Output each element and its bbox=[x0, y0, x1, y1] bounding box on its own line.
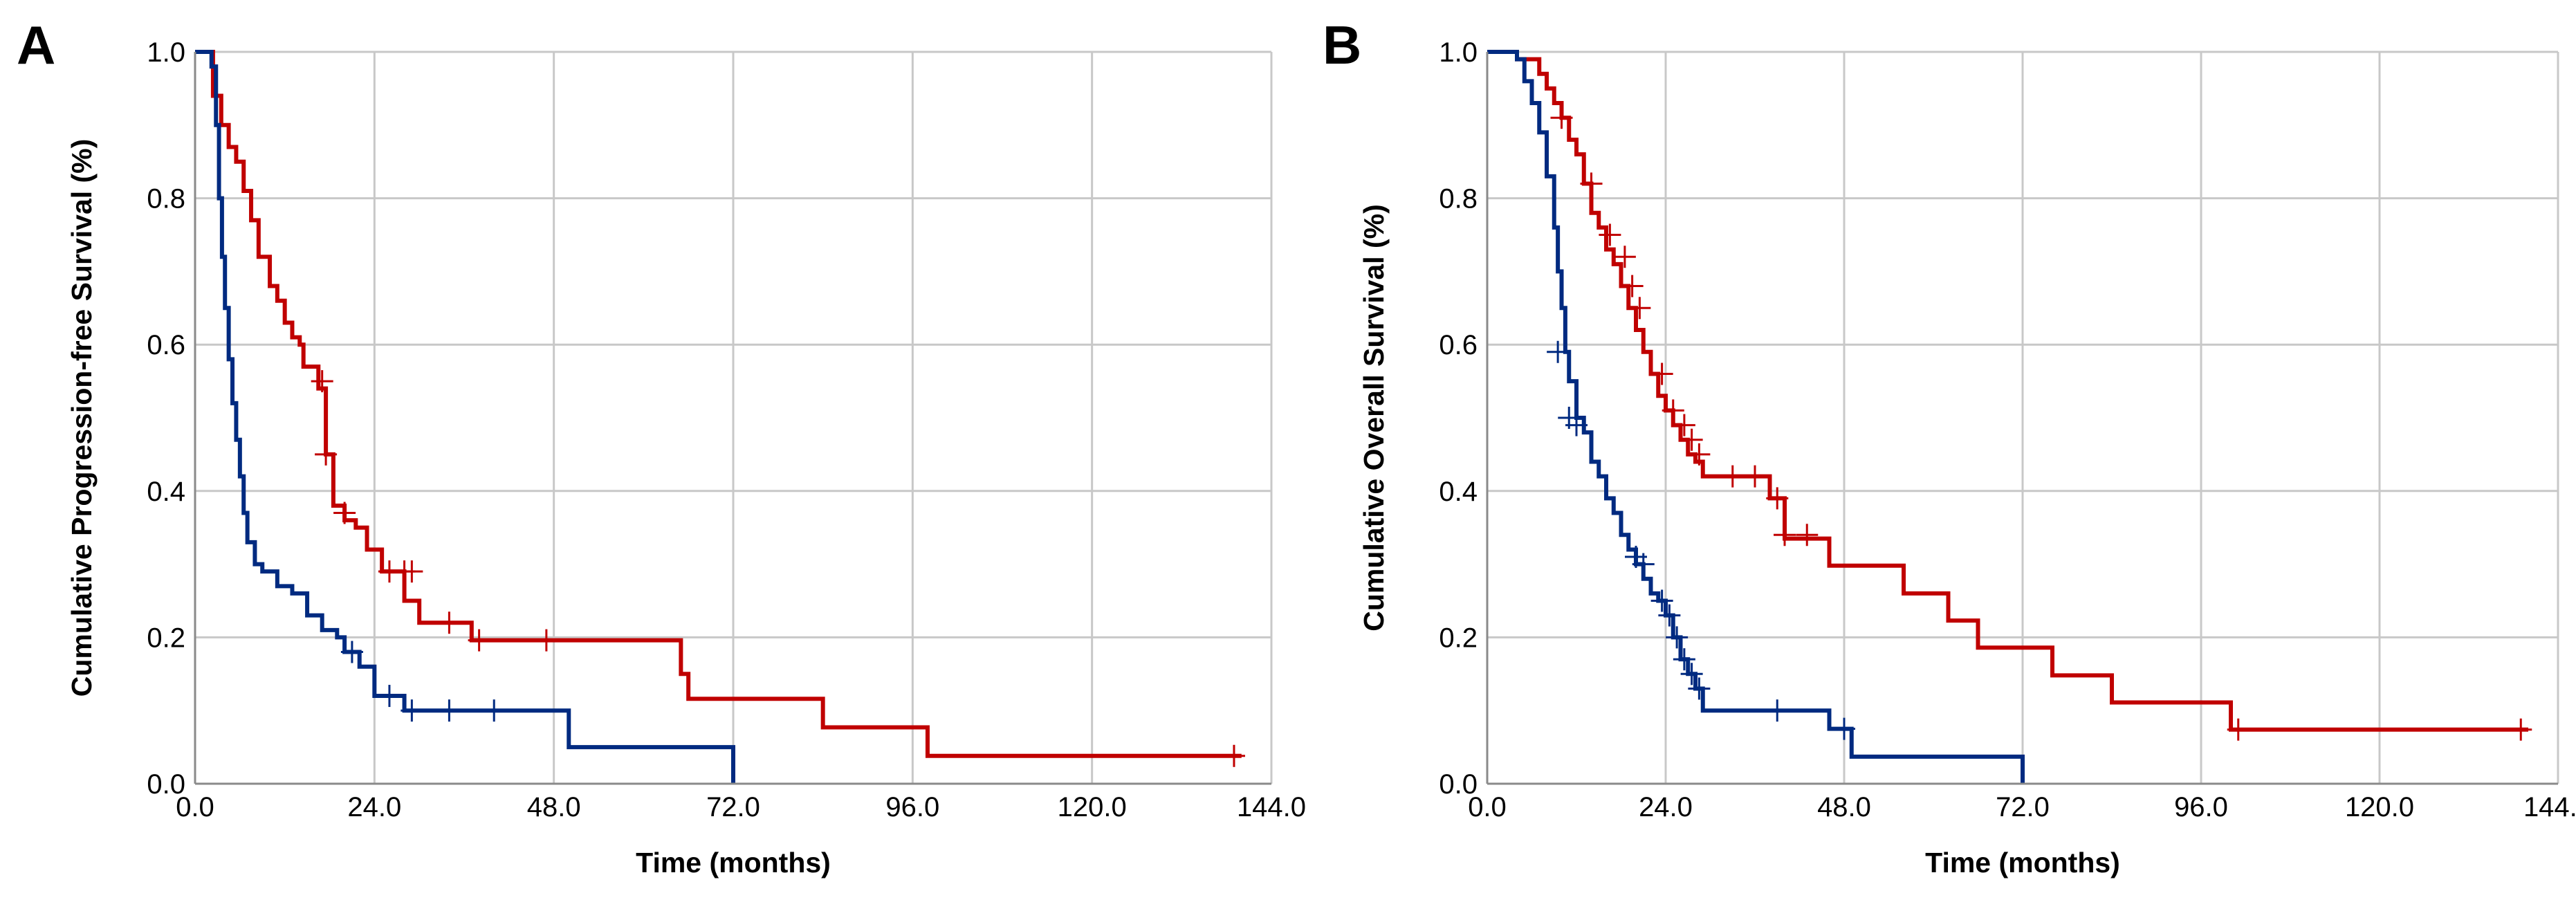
censor-mark-blue bbox=[1673, 648, 1695, 671]
censor-mark-red bbox=[1580, 172, 1603, 195]
y-tick-label: 0.4 bbox=[147, 477, 185, 507]
panel-a-x-tick-labels: 0.0 24.0 48.0 72.0 96.0 120.0 144.0 bbox=[176, 792, 1306, 822]
x-tick-label: 144.0 bbox=[1237, 792, 1306, 822]
censor-mark-red bbox=[1613, 246, 1636, 268]
censor-mark-blue bbox=[1547, 340, 1570, 363]
censor-mark-blue bbox=[1666, 626, 1689, 649]
censor-mark-red bbox=[438, 611, 461, 634]
censor-mark-red bbox=[1688, 443, 1711, 466]
censor-mark-blue bbox=[378, 685, 401, 708]
censor-mark-blue bbox=[1632, 553, 1655, 576]
censor-mark-red bbox=[535, 629, 558, 652]
panel-b-series bbox=[1487, 50, 2532, 784]
censor-mark-blue bbox=[1688, 677, 1711, 700]
panel-a-chart: A 0.0 0.2 0.4 0.6 0.8 1.0 0.0 24.0 48.0 … bbox=[17, 15, 1306, 878]
panel-b-letter: B bbox=[1323, 15, 1361, 75]
censor-mark-red bbox=[1550, 107, 1573, 129]
censor-mark-red bbox=[1628, 297, 1651, 320]
censor-mark-red bbox=[333, 501, 356, 524]
x-tick-label: 24.0 bbox=[347, 792, 401, 822]
y-tick-label: 0.8 bbox=[147, 184, 185, 214]
censor-mark-red bbox=[1650, 362, 1673, 385]
x-tick-label: 0.0 bbox=[176, 792, 214, 822]
censor-mark-red bbox=[401, 560, 423, 583]
panel-a-grid bbox=[195, 50, 1273, 784]
y-axis-title: Cumulative Progression-free Survival (%) bbox=[66, 139, 98, 697]
censor-mark-red bbox=[468, 629, 490, 652]
y-axis-title: Cumulative Overall Survival (%) bbox=[1358, 204, 1390, 632]
censor-mark-blue bbox=[340, 641, 363, 663]
x-tick-label: 120.0 bbox=[2345, 792, 2414, 822]
censor-mark-red bbox=[311, 370, 333, 393]
y-tick-label: 0.0 bbox=[147, 769, 185, 800]
panel-b-grid bbox=[1487, 50, 2559, 784]
censor-mark-red bbox=[1744, 465, 1766, 488]
panel-a-y-tick-labels: 0.0 0.2 0.4 0.6 0.8 1.0 bbox=[147, 37, 185, 800]
x-tick-label: 48.0 bbox=[1817, 792, 1871, 822]
censor-mark-blue bbox=[401, 699, 423, 722]
y-tick-label: 1.0 bbox=[1439, 37, 1478, 68]
x-tick-label: 96.0 bbox=[885, 792, 939, 822]
censor-mark-red bbox=[2227, 718, 2250, 741]
x-tick-label: 144.0 bbox=[2523, 792, 2576, 822]
panel-b-x-tick-labels: 0.0 24.0 48.0 72.0 96.0 120.0 144.0 bbox=[1468, 792, 2576, 822]
x-tick-label: 72.0 bbox=[1996, 792, 2050, 822]
y-tick-label: 0.6 bbox=[147, 330, 185, 360]
censor-mark-blue bbox=[1650, 589, 1673, 612]
censor-mark-red bbox=[1599, 223, 1621, 246]
panel-a-axes bbox=[194, 52, 1271, 785]
censor-mark-red bbox=[1673, 414, 1695, 436]
panel-b-chart: B 0.0 0.2 0.4 0.6 0.8 1.0 0.0 24.0 48.0 … bbox=[1323, 15, 2576, 878]
censor-mark-red bbox=[1222, 744, 1245, 767]
censor-mark-blue bbox=[483, 699, 506, 722]
censor-mark-red bbox=[1796, 524, 1819, 546]
y-tick-label: 0.6 bbox=[1439, 330, 1478, 360]
censor-mark-red bbox=[1721, 465, 1744, 488]
censor-mark-blue bbox=[1833, 717, 1855, 740]
censor-mark-red bbox=[2510, 718, 2532, 741]
censor-mark-red bbox=[1774, 524, 1796, 546]
x-axis-title: Time (months) bbox=[636, 847, 831, 878]
x-tick-label: 120.0 bbox=[1058, 792, 1127, 822]
panel-a-letter: A bbox=[17, 15, 55, 75]
censor-mark-red bbox=[1766, 487, 1789, 510]
panel-b-y-tick-labels: 0.0 0.2 0.4 0.6 0.8 1.0 bbox=[1439, 37, 1478, 800]
survival-curve-blue bbox=[195, 50, 735, 784]
survival-curve-red bbox=[195, 50, 1242, 758]
panel-b-axes bbox=[1486, 52, 2558, 785]
x-axis-title: Time (months) bbox=[1925, 847, 2120, 878]
y-tick-label: 0.0 bbox=[1439, 769, 1478, 800]
y-tick-label: 0.2 bbox=[147, 623, 185, 653]
y-tick-label: 1.0 bbox=[147, 37, 185, 68]
x-tick-label: 72.0 bbox=[706, 792, 760, 822]
y-tick-label: 0.8 bbox=[1439, 184, 1478, 214]
censor-mark-red bbox=[1621, 275, 1644, 297]
censor-mark-red bbox=[1680, 428, 1703, 451]
panel-a-series bbox=[195, 50, 1245, 784]
x-tick-label: 24.0 bbox=[1639, 792, 1693, 822]
censor-mark-red bbox=[315, 443, 338, 466]
censor-mark-blue bbox=[438, 699, 461, 722]
x-tick-label: 96.0 bbox=[2174, 792, 2228, 822]
censor-mark-blue bbox=[1658, 604, 1681, 627]
censor-mark-blue bbox=[1766, 699, 1789, 722]
x-tick-label: 0.0 bbox=[1468, 792, 1507, 822]
y-tick-label: 0.4 bbox=[1439, 477, 1478, 507]
censor-mark-blue bbox=[1565, 414, 1588, 436]
y-tick-label: 0.2 bbox=[1439, 623, 1478, 653]
survival-curve-red bbox=[1487, 50, 2528, 732]
censor-mark-red bbox=[1662, 399, 1684, 422]
x-tick-label: 48.0 bbox=[527, 792, 581, 822]
censor-mark-blue bbox=[1680, 663, 1703, 685]
